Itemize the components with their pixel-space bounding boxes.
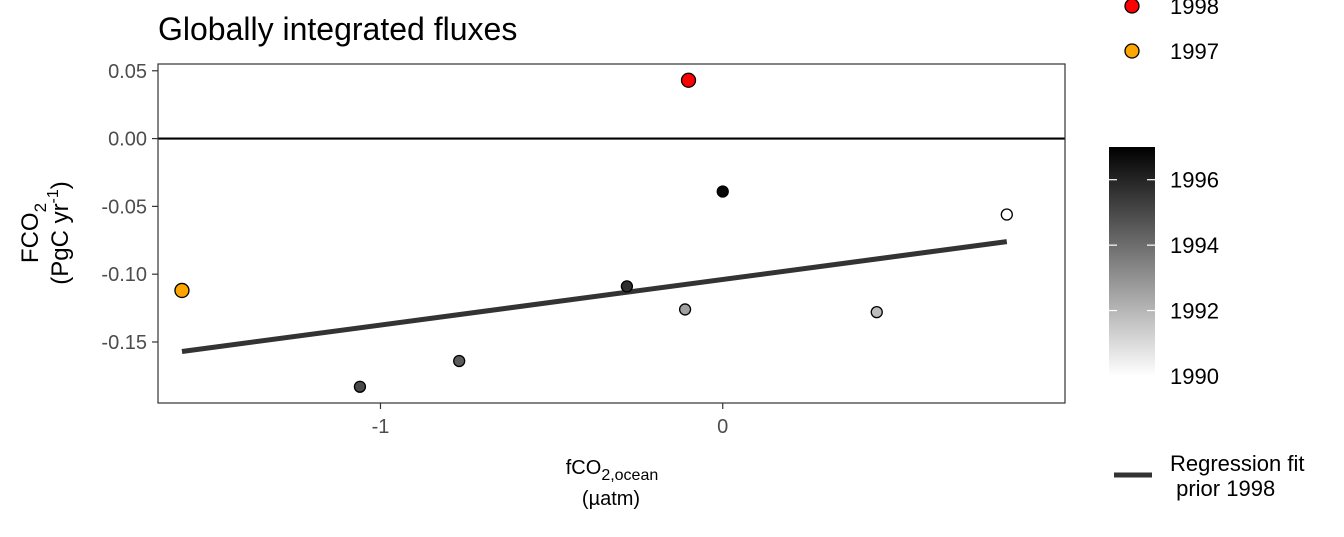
legend-regression: Regression fit prior 1998 — [1114, 451, 1311, 501]
y-axis-title-sub: 2 — [31, 203, 50, 212]
legend-regression-label: Regression fit prior 1998 — [1170, 451, 1311, 501]
y-tick-label: 0.05 — [108, 61, 147, 83]
y-tick-label: -0.05 — [101, 196, 147, 218]
x-axis-unit: (µatm) — [582, 488, 640, 510]
y-tick-label: 0.00 — [108, 129, 147, 151]
legend-year-gradient: 1996 1994 1992 1990 — [1109, 147, 1219, 389]
data-point — [1000, 208, 1013, 221]
legend-regression-line2: prior 1998 — [1170, 476, 1275, 501]
legend-1998-label: 1998 — [1170, 0, 1219, 19]
point-1997 — [174, 282, 190, 299]
y-axis-title-main: FCO — [17, 212, 44, 263]
legend-1997-label: 1997 — [1170, 39, 1219, 64]
x-tick-label: -1 — [372, 416, 390, 438]
point-1998 — [680, 72, 697, 88]
data-point — [453, 354, 466, 368]
svg-text:(PgC yr-1): (PgC yr-1) — [45, 181, 74, 285]
data-point — [353, 380, 367, 393]
data-point — [678, 303, 692, 316]
legend-regression-line1: Regression fit — [1170, 451, 1305, 476]
y-tick-label: -0.15 — [101, 332, 147, 354]
chart-title: Globally integrated fluxes — [158, 11, 517, 47]
x-axis-title-sub: 2,ocean — [601, 467, 658, 484]
data-points — [174, 72, 1013, 393]
y-axis-unit-post: ) — [47, 181, 74, 189]
data-point — [716, 185, 729, 198]
y-axis-unit-pre: (PgC yr — [47, 203, 74, 284]
x-axis-title: fCO2,ocean (µatm) — [566, 457, 659, 510]
gradient-colorbar — [1109, 147, 1155, 376]
legend-1998-marker — [1124, 0, 1140, 14]
gradient-tick-label: 1990 — [1170, 364, 1219, 389]
gradient-tick-label: 1994 — [1170, 233, 1219, 258]
legend-highlight: 1998 1997 — [1124, 0, 1219, 64]
x-axis-title-main: fCO — [566, 457, 602, 479]
data-point — [620, 280, 634, 293]
y-tick-label: -0.10 — [101, 264, 147, 286]
svg-text:fCO2,ocean: fCO2,ocean — [566, 457, 659, 484]
y-axis-title: FCO2 (PgC yr-1) — [17, 181, 74, 285]
y-axis-unit-sup: -1 — [45, 189, 62, 203]
plot-panel-border — [157, 63, 1066, 404]
svg-text:FCO2: FCO2 — [17, 203, 50, 263]
gradient-ticks: 1996 1994 1992 1990 — [1109, 168, 1219, 389]
axis-ticks: 0.05 0.00 -0.05 -0.10 -0.15 -1 0 — [101, 61, 728, 438]
legend-1997-marker — [1124, 43, 1140, 59]
regression-line — [181, 239, 1008, 354]
data-point — [870, 305, 883, 319]
gradient-tick-label: 1992 — [1170, 299, 1219, 324]
x-tick-label: 0 — [717, 416, 728, 438]
gradient-tick-label: 1996 — [1170, 168, 1219, 193]
